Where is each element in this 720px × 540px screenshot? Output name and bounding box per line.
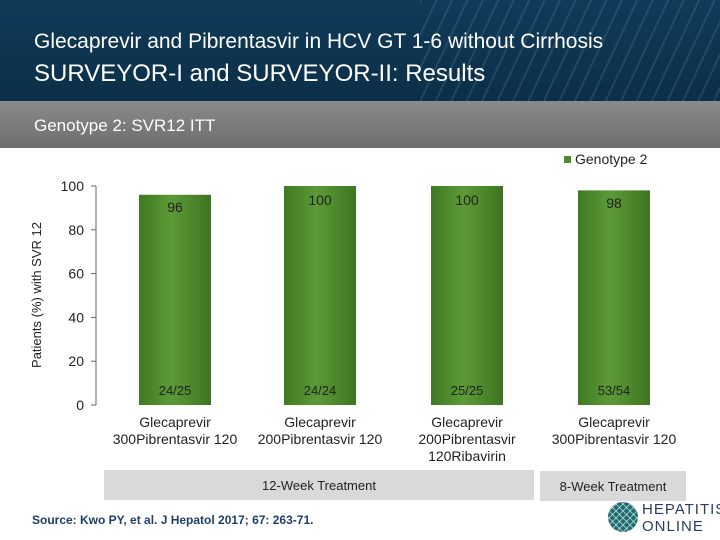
y-tick-label: 20 bbox=[68, 353, 84, 369]
treatment-group-12-week: 12-Week Treatment bbox=[104, 470, 534, 500]
treatment-group-8-week: 8-Week Treatment bbox=[540, 471, 686, 501]
x-category-label: 120Ribavirin bbox=[428, 448, 506, 464]
bar bbox=[139, 194, 211, 405]
logo-text-line1: HEPATITIS C bbox=[642, 501, 720, 518]
x-category-label: 200Pibrentasvir bbox=[418, 431, 516, 447]
svr12-bar-chart: 0 20 40 60 80 100 Patients (%) with SVR 12 Geno… bbox=[29, 151, 677, 464]
x-category-label: Glecaprevir bbox=[578, 414, 650, 430]
bar-n-label: 24/25 bbox=[159, 383, 192, 398]
bar-n-label: 24/24 bbox=[304, 383, 337, 398]
slide-title: Glecaprevir and Pibrentasvir in HCV GT 1… bbox=[34, 30, 604, 53]
slide-subtitle-study: SURVEYOR-I and SURVEYOR-II: Results bbox=[34, 60, 486, 87]
logo-globe-icon bbox=[608, 502, 638, 532]
section-bar bbox=[0, 101, 720, 148]
slide-header: Glecaprevir and Pibrentasvir in HCV GT 1… bbox=[0, 0, 720, 101]
x-category-label: 300Pibrentasvir 120 bbox=[113, 431, 238, 447]
bar-n-label: 53/54 bbox=[598, 383, 631, 398]
bar bbox=[431, 186, 503, 405]
source-citation: Source: Kwo PY, et al. J Hepatol 2017; 6… bbox=[32, 513, 314, 527]
y-axis-label: Patients (%) with SVR 12 bbox=[29, 222, 44, 368]
legend-label: Genotype 2 bbox=[575, 151, 648, 167]
x-category-label: 200Pibrentasvir 120 bbox=[258, 431, 383, 447]
hepatitis-c-online-logo: HEPATITIS C ONLINE bbox=[608, 499, 720, 537]
header-decoration bbox=[420, 0, 720, 101]
bar-value-label: 98 bbox=[606, 195, 622, 211]
bar bbox=[284, 186, 356, 405]
x-category-label: Glecaprevir bbox=[431, 414, 503, 430]
y-tick-label: 80 bbox=[68, 222, 84, 238]
legend-swatch bbox=[564, 156, 571, 163]
bar-value-label: 96 bbox=[167, 199, 183, 215]
x-category-label: Glecaprevir bbox=[284, 414, 356, 430]
bar bbox=[578, 190, 650, 405]
y-tick-label: 60 bbox=[68, 266, 84, 282]
y-tick-label: 0 bbox=[76, 397, 84, 413]
y-tick-label: 40 bbox=[68, 309, 84, 325]
bar-n-label: 25/25 bbox=[451, 383, 484, 398]
y-tick-label: 100 bbox=[61, 178, 85, 194]
bar-value-label: 100 bbox=[308, 192, 332, 208]
x-category-label: 300Pibrentasvir 120 bbox=[552, 431, 677, 447]
x-category-label: Glecaprevir bbox=[139, 414, 211, 430]
section-title: Genotype 2: SVR12 ITT bbox=[34, 116, 216, 135]
bar-value-label: 100 bbox=[455, 192, 479, 208]
logo-text-line2: ONLINE bbox=[642, 518, 704, 535]
